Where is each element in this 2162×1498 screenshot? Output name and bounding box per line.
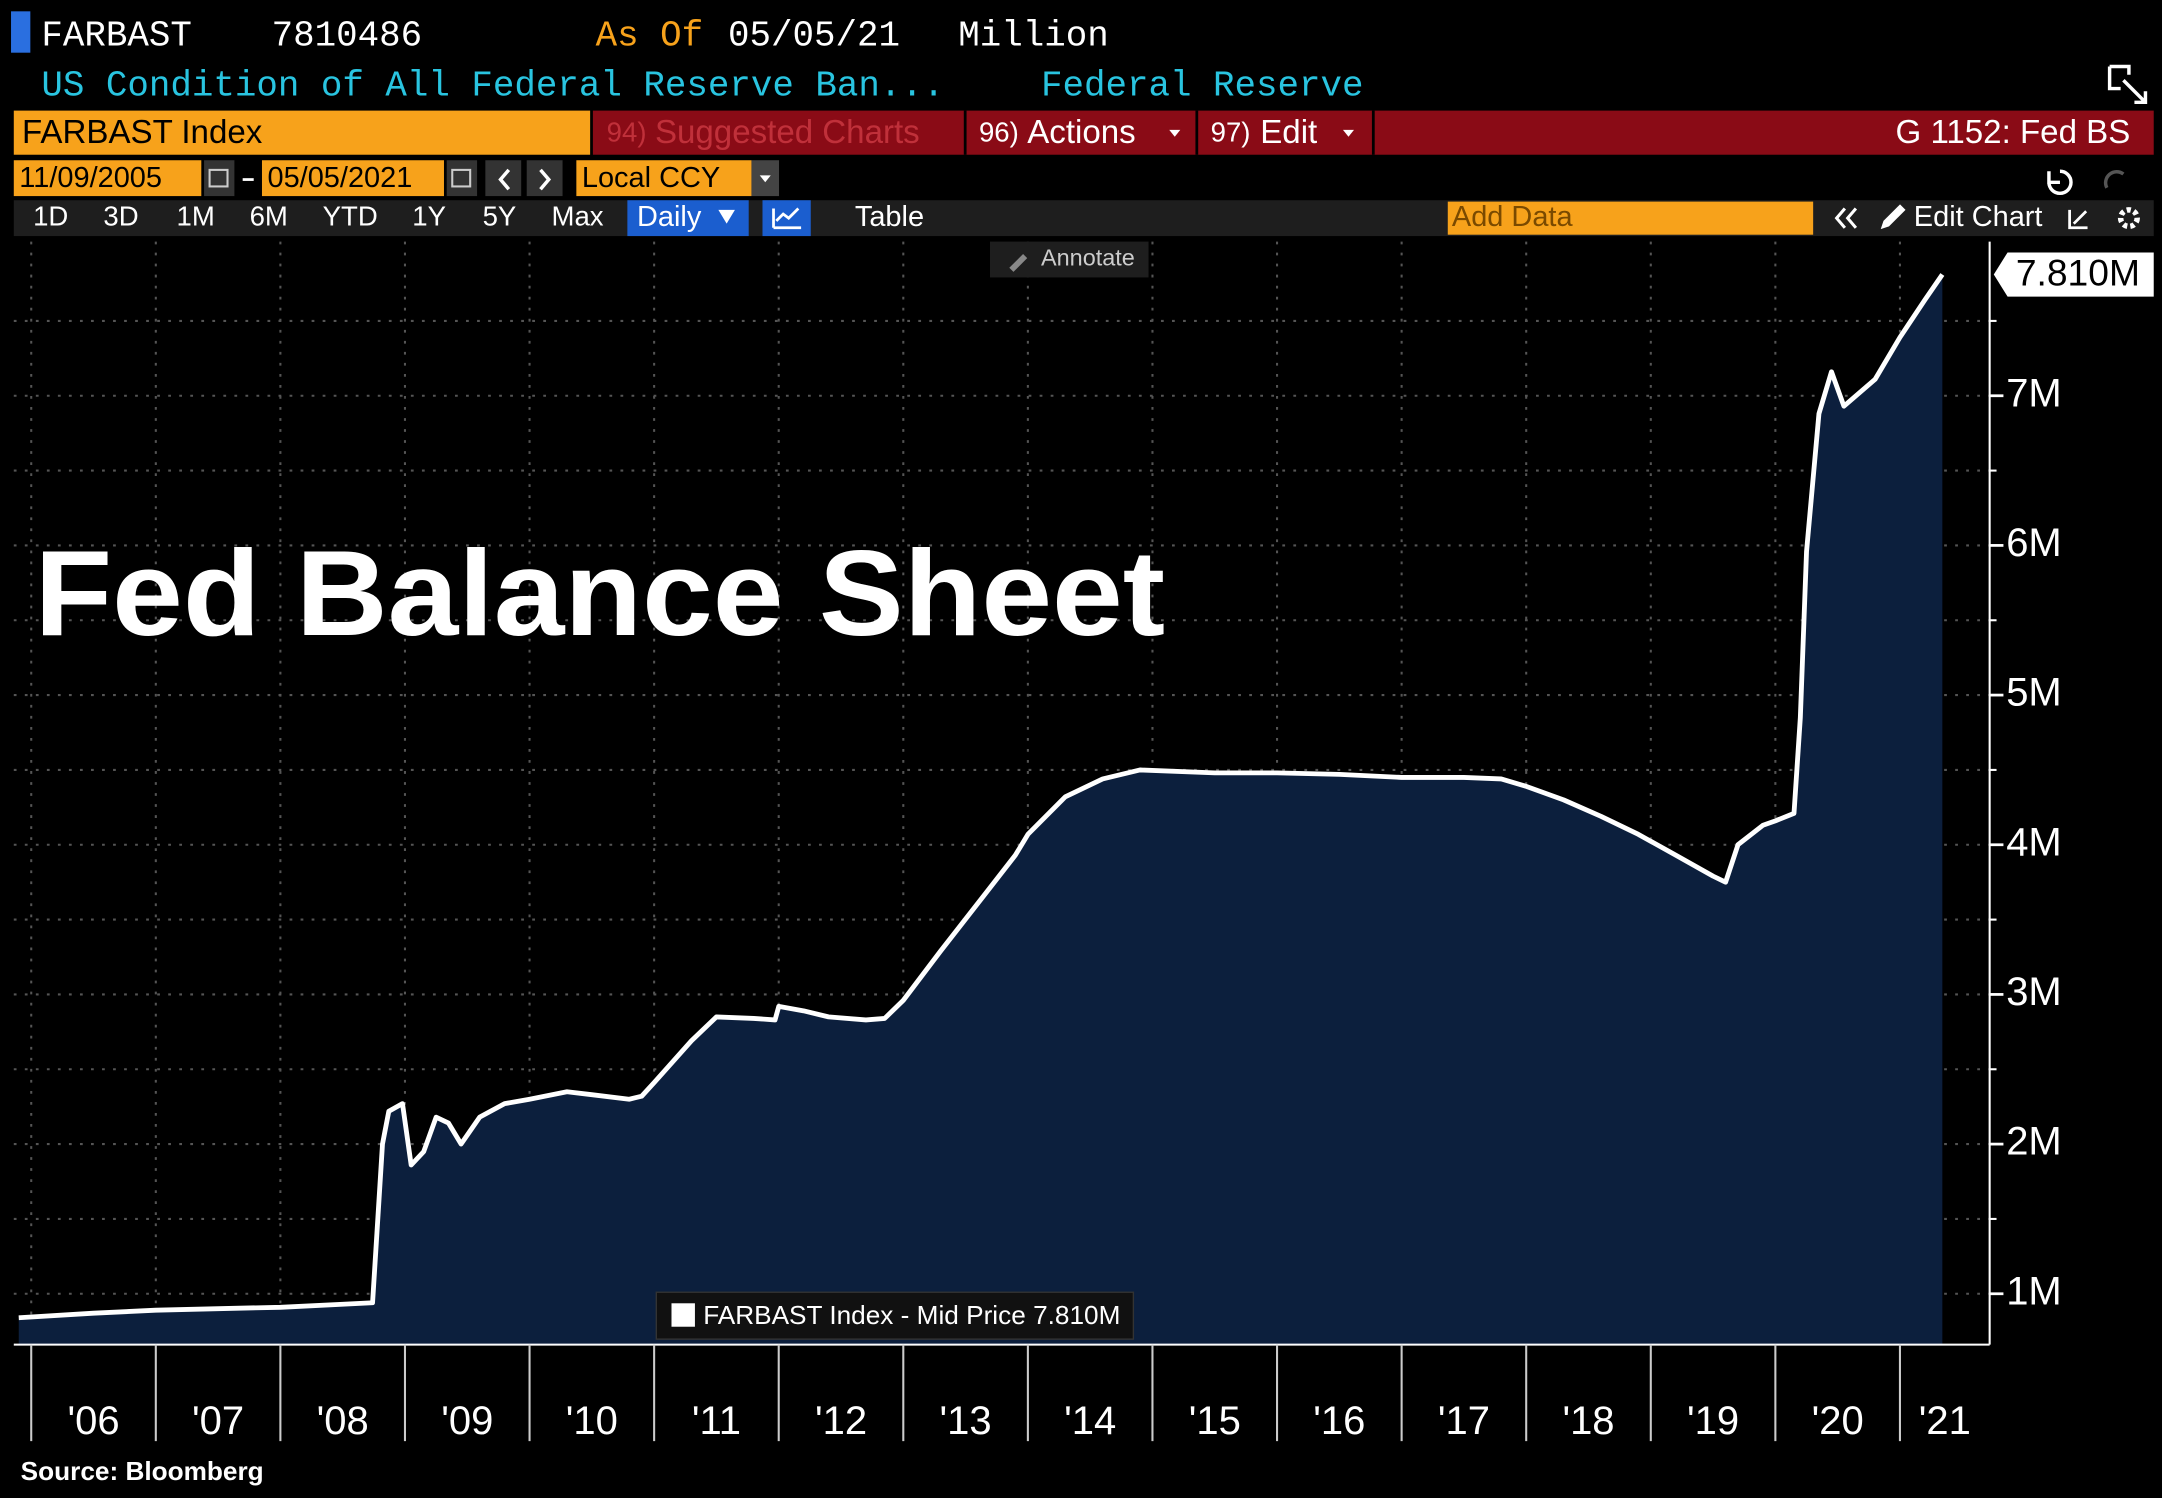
- period-button[interactable]: 1M: [176, 200, 214, 231]
- security: FARBAST Index: [22, 114, 263, 151]
- table-button[interactable]: Table: [855, 201, 924, 233]
- x-tick-label: '11: [692, 1399, 741, 1443]
- chart-title: Fed Balance Sheet: [34, 525, 1165, 661]
- period-button[interactable]: YTD: [323, 200, 378, 231]
- ticker: FARBAST: [41, 16, 192, 57]
- x-tick-label: '12: [815, 1399, 867, 1443]
- period-button[interactable]: 5Y: [483, 200, 517, 231]
- footer-source: Source: Bloomberg: [21, 1456, 264, 1486]
- end-date: 05/05/2021: [267, 162, 412, 194]
- annotate-button[interactable]: [989, 241, 1149, 278]
- menu-item[interactable]: Edit: [1260, 114, 1317, 151]
- x-tick-label: '21: [1919, 1399, 1971, 1443]
- y-tick-label: 3M: [2006, 970, 2062, 1014]
- x-tick-label: '08: [317, 1399, 369, 1443]
- as-of-date: 05/05/21: [728, 16, 900, 57]
- legend: [655, 1291, 1135, 1340]
- add-data-box[interactable]: [1447, 201, 1814, 235]
- prev-icon: [498, 168, 511, 191]
- pencil-icon: [1009, 254, 1028, 272]
- legend-label: FARBAST Index - Mid Price 7.810M: [703, 1300, 1120, 1330]
- currency: Local CCY: [582, 162, 720, 194]
- period-button[interactable]: Max: [552, 200, 604, 231]
- edit-icon[interactable]: [2068, 209, 2088, 230]
- start-date: 11/09/2005: [19, 162, 162, 194]
- unit: Million: [958, 16, 1109, 57]
- y-tick-label: 4M: [2006, 820, 2062, 864]
- popout-icon[interactable]: [2107, 64, 2148, 105]
- settings-icon[interactable]: [2117, 207, 2140, 230]
- price-tag: [1993, 252, 2154, 297]
- annotate: Annotate: [1041, 245, 1135, 271]
- dropdown-arrow: [1169, 129, 1181, 137]
- chart-type-icon: [772, 207, 802, 230]
- source: Federal Reserve: [1041, 65, 1364, 106]
- x-tick-label: '07: [192, 1399, 244, 1443]
- chart: 1M 2M 3M 4M 5M 6M 7M '06 '07 '08 '09 '10 '11 '12 '13 '1…: [13, 241, 2154, 1443]
- menu-number: 94): [607, 116, 647, 147]
- period-button[interactable]: 6M: [250, 200, 288, 231]
- y-tick-label: 2M: [2006, 1120, 2062, 1164]
- x-tick-label: '10: [566, 1399, 618, 1443]
- date-box[interactable]: [261, 160, 444, 197]
- currency-box[interactable]: [576, 160, 752, 197]
- security-box[interactable]: [13, 110, 591, 155]
- menu-number: 97): [1211, 116, 1251, 147]
- period-button[interactable]: 3D: [103, 200, 138, 231]
- page-id: G 1152: Fed BS: [1896, 114, 2131, 151]
- line: [18, 273, 1945, 1321]
- x-tick-label: '16: [1313, 1399, 1365, 1443]
- x-tick-label: '15: [1189, 1399, 1241, 1443]
- add-data: Add Data: [1452, 201, 1574, 233]
- menu-item[interactable]: Actions: [1027, 114, 1135, 151]
- menu-item[interactable]: Suggested Charts: [655, 114, 920, 151]
- period-buttons: 1D 3D 1M 6M YTD 1Y 5Y Max: [33, 200, 604, 231]
- next-button[interactable]: [526, 160, 563, 197]
- last-value: 7810486: [272, 16, 423, 57]
- price-tag-label: 7.810M: [2016, 252, 2140, 294]
- calendar-icon: [451, 168, 472, 188]
- dropdown-arrow: [1342, 129, 1355, 137]
- area: [18, 274, 1943, 1345]
- y-tick-label: 6M: [2006, 521, 2062, 565]
- period-button[interactable]: 1Y: [412, 200, 446, 231]
- as-of-label: As Of: [596, 16, 704, 57]
- pencil-icon: [1880, 204, 1906, 230]
- undo-icon[interactable]: [2047, 169, 2073, 196]
- dropdown-arrow: [759, 175, 771, 183]
- x-tick-label: '13: [940, 1399, 992, 1443]
- legend-swatch: [671, 1303, 695, 1327]
- date-box[interactable]: [13, 160, 202, 197]
- collapse-icon[interactable]: [1834, 207, 1858, 229]
- y-tick-label: 5M: [2006, 671, 2062, 715]
- period-button[interactable]: 1D: [33, 200, 68, 231]
- marker: [11, 11, 31, 53]
- x-tick-label: '09: [441, 1399, 493, 1443]
- edit-chart[interactable]: Edit Chart: [1914, 201, 2043, 233]
- menu-number: 96): [979, 116, 1019, 147]
- next-icon: [539, 168, 552, 191]
- x-tick-label: '18: [1562, 1399, 1614, 1443]
- x-tick-label: '06: [67, 1399, 119, 1443]
- redo-icon[interactable]: [2103, 170, 2125, 189]
- frequency: Daily: [637, 201, 702, 233]
- x-tick-label: '20: [1812, 1399, 1864, 1443]
- calendar-icon: [208, 168, 229, 188]
- description: US Condition of All Federal Reserve Ban.…: [41, 65, 944, 106]
- y-tick-label: 7M: [2006, 371, 2062, 415]
- x-tick-label: '14: [1064, 1399, 1116, 1443]
- x-tick-label: '17: [1438, 1399, 1490, 1443]
- x-tick-label: '19: [1687, 1399, 1739, 1443]
- y-tick-label: 1M: [2006, 1269, 2062, 1313]
- dropdown-arrow: [718, 209, 735, 224]
